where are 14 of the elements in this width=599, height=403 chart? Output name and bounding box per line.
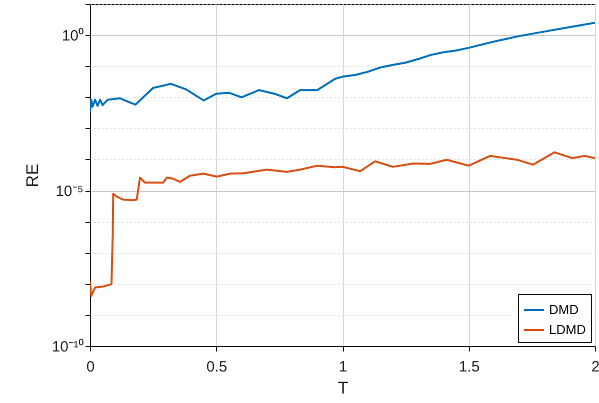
legend-label: DMD (549, 302, 579, 317)
y-axis-title: RE (22, 164, 42, 188)
legend-label: LDMD (549, 322, 586, 337)
x-tick-label: 1 (338, 358, 348, 376)
line-series (90, 22, 595, 114)
y-tick-label: 10⁰ (62, 28, 84, 45)
y-tick-label: 10⁻¹⁰ (52, 338, 84, 356)
y-tick-label: 10⁻⁵ (56, 183, 84, 200)
x-tick-label: 1.5 (458, 358, 480, 376)
x-axis-title: T (338, 378, 348, 398)
line-series (90, 151, 595, 297)
x-tick-label: 0 (86, 358, 95, 376)
x-tick-label: 2 (591, 358, 599, 376)
x-tick-label: 0.5 (206, 358, 228, 376)
